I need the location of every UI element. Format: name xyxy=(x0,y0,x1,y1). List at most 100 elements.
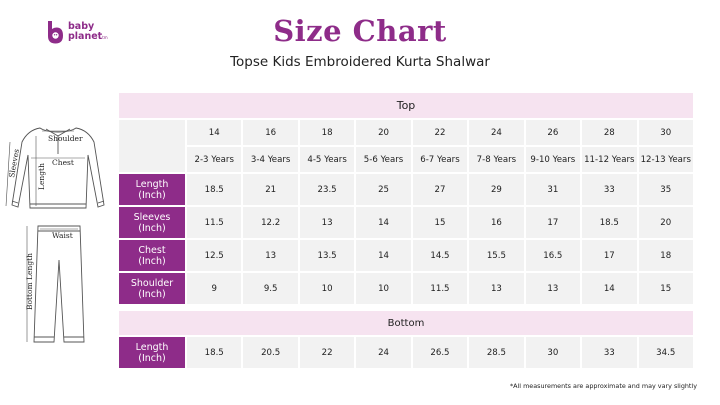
bottom-section-heading: Bottom xyxy=(119,311,693,335)
top-chest-row: Chest (Inch) 12.5 13 13.5 14 14.5 15.5 16… xyxy=(119,240,693,271)
figure-label-length: Length xyxy=(37,163,46,190)
value-cell: 13 xyxy=(243,240,298,271)
age-cell: 12-13 Years xyxy=(638,147,693,172)
row-label-text: Sleeves xyxy=(133,211,171,223)
size-cell: 22 xyxy=(412,120,468,145)
section-spacer xyxy=(119,306,693,309)
top-sleeves-row: Sleeves (Inch) 11.5 12.2 13 14 15 16 17 1… xyxy=(119,207,693,238)
size-cell: 26 xyxy=(525,120,581,145)
age-cell: 9-10 Years xyxy=(525,147,581,172)
size-cell: 18 xyxy=(299,120,355,145)
row-label-chest: Chest (Inch) xyxy=(119,240,185,271)
value-cell: 17 xyxy=(582,240,637,271)
row-label-unit: (Inch) xyxy=(138,352,166,364)
row-label-unit: (Inch) xyxy=(138,222,166,234)
value-cell: 18.5 xyxy=(187,174,242,205)
figure-label-bottom-length: Bottom Length xyxy=(25,253,34,310)
value-cell: 11.5 xyxy=(412,273,468,304)
value-cell: 29 xyxy=(469,174,524,205)
value-cell: 31 xyxy=(525,174,581,205)
value-cell: 9.5 xyxy=(243,273,298,304)
age-cell: 3-4 Years xyxy=(243,147,298,172)
shalwar-outline-icon xyxy=(33,225,85,343)
value-cell: 13 xyxy=(469,273,524,304)
value-cell: 27 xyxy=(412,174,468,205)
value-cell: 18.5 xyxy=(187,337,242,368)
value-cell: 9 xyxy=(187,273,242,304)
row-label-unit: (Inch) xyxy=(138,189,166,201)
measurement-lines xyxy=(5,130,85,342)
value-cell: 12.5 xyxy=(187,240,242,271)
value-cell: 26.5 xyxy=(412,337,468,368)
figure-label-waist: Waist xyxy=(52,231,73,240)
kurta-outline-icon xyxy=(11,127,105,209)
value-cell: 21 xyxy=(243,174,298,205)
page-subtitle: Topse Kids Embroidered Kurta Shalwar xyxy=(230,54,490,70)
age-cell: 5-6 Years xyxy=(356,147,411,172)
bottom-section: Bottom Length (Inch) 18.5 20.5 22 24 26.5… xyxy=(119,306,693,368)
brand-logo[interactable]: baby planettm xyxy=(44,19,108,45)
value-cell: 15 xyxy=(412,207,468,238)
brand-name-line2: planet xyxy=(68,30,103,42)
value-cell: 33 xyxy=(582,337,637,368)
value-cell: 13.5 xyxy=(299,240,355,271)
size-cell: 14 xyxy=(187,120,242,145)
value-cell: 13 xyxy=(525,273,581,304)
size-chart-table: Top 14 16 18 20 22 24 26 28 30 2-3 Years… xyxy=(117,91,695,370)
value-cell: 23.5 xyxy=(299,174,355,205)
row-label-top-length: Length (Inch) xyxy=(119,174,185,205)
size-cell: 28 xyxy=(582,120,637,145)
value-cell: 30 xyxy=(525,337,581,368)
row-label-text: Chest xyxy=(138,244,166,256)
age-cell: 2-3 Years xyxy=(187,147,242,172)
value-cell: 20 xyxy=(638,207,693,238)
row-label-sleeves: Sleeves (Inch) xyxy=(119,207,185,238)
top-section: Top 14 16 18 20 22 24 26 28 30 2-3 Years… xyxy=(119,93,693,304)
value-cell: 13 xyxy=(299,207,355,238)
age-cell: 6-7 Years xyxy=(412,147,468,172)
age-row: 2-3 Years 3-4 Years 4-5 Years 5-6 Years … xyxy=(119,147,693,172)
figure-label-shoulder: Shoulder xyxy=(48,134,83,143)
value-cell: 18.5 xyxy=(582,207,637,238)
value-cell: 25 xyxy=(356,174,411,205)
value-cell: 14 xyxy=(356,207,411,238)
row-label-text: Shoulder xyxy=(130,277,174,289)
bottom-length-row: Length (Inch) 18.5 20.5 22 24 26.5 28.5 3… xyxy=(119,337,693,368)
size-cell: 24 xyxy=(469,120,524,145)
brand-trademark: tm xyxy=(102,34,108,40)
size-cell: 30 xyxy=(638,120,693,145)
row-label-unit: (Inch) xyxy=(138,255,166,267)
header-corner-cell xyxy=(119,120,185,172)
value-cell: 15.5 xyxy=(469,240,524,271)
figure-label-chest: Chest xyxy=(52,158,74,167)
row-label-text: Length xyxy=(135,178,169,190)
value-cell: 15 xyxy=(638,273,693,304)
value-cell: 24 xyxy=(356,337,411,368)
value-cell: 35 xyxy=(638,174,693,205)
value-cell: 33 xyxy=(582,174,637,205)
measurement-disclaimer: *All measurements are approximate and ma… xyxy=(509,382,697,390)
value-cell: 14.5 xyxy=(412,240,468,271)
value-cell: 22 xyxy=(299,337,355,368)
garment-measurement-diagram: Shoulder Chest Sleeves Length Waist Bott… xyxy=(5,127,105,343)
top-shoulder-row: Shoulder (Inch) 9 9.5 10 10 11.5 13 13 14… xyxy=(119,273,693,304)
value-cell: 28.5 xyxy=(469,337,524,368)
brand-name-line1: baby xyxy=(68,20,95,32)
age-cell: 11-12 Years xyxy=(582,147,637,172)
value-cell: 17 xyxy=(525,207,581,238)
value-cell: 16.5 xyxy=(525,240,581,271)
baby-planet-logo-icon xyxy=(48,21,63,44)
row-label-bottom-length: Length (Inch) xyxy=(119,337,185,368)
row-label-shoulder: Shoulder (Inch) xyxy=(119,273,185,304)
value-cell: 14 xyxy=(582,273,637,304)
age-cell: 4-5 Years xyxy=(299,147,355,172)
value-cell: 14 xyxy=(356,240,411,271)
page-title: Size Chart xyxy=(273,14,447,48)
value-cell: 10 xyxy=(356,273,411,304)
age-cell: 7-8 Years xyxy=(469,147,524,172)
size-cell: 20 xyxy=(356,120,411,145)
row-label-unit: (Inch) xyxy=(138,288,166,300)
size-row: 14 16 18 20 22 24 26 28 30 xyxy=(119,120,693,172)
row-label-text: Length xyxy=(135,341,169,353)
top-section-heading: Top xyxy=(119,93,693,118)
